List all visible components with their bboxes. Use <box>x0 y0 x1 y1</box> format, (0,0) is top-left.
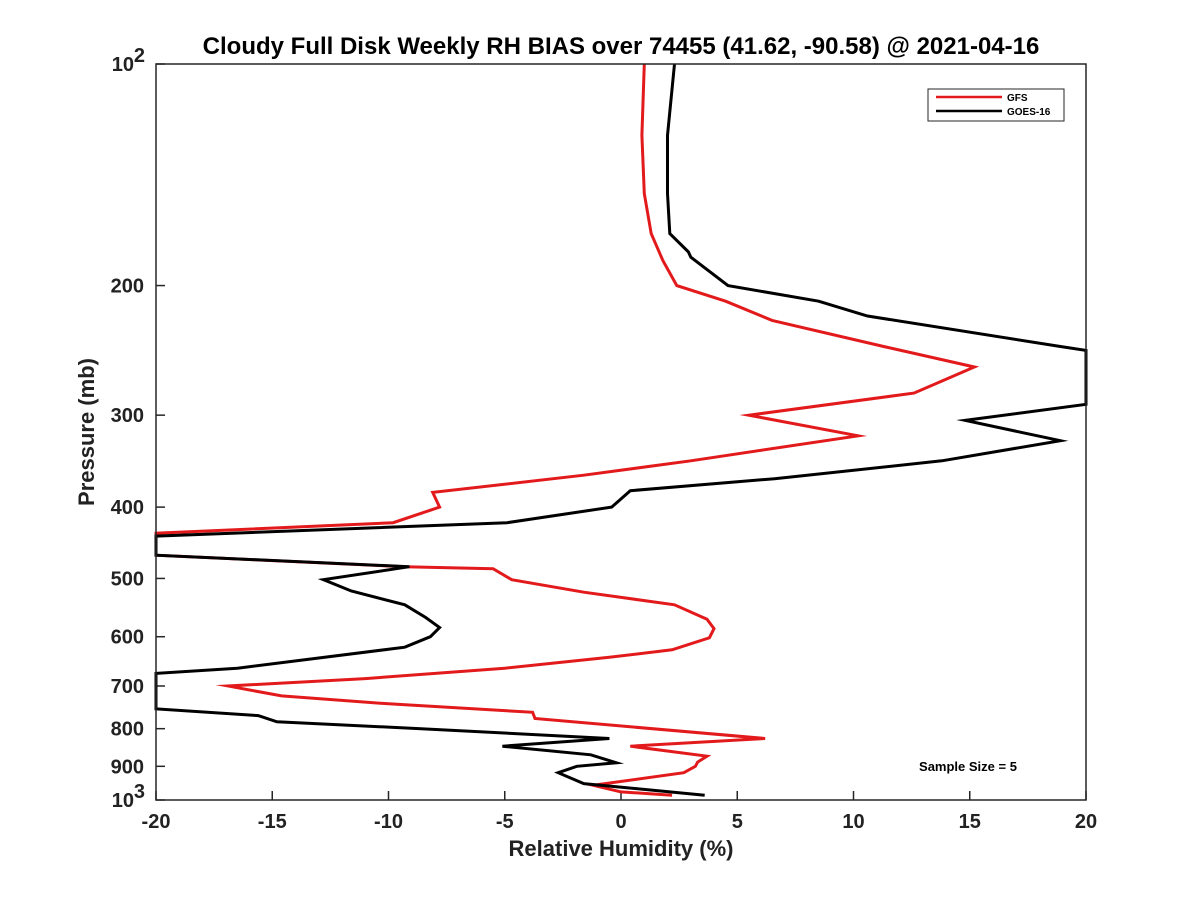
plot-area-frame <box>155 63 1087 801</box>
series-line-gfs <box>154 63 980 797</box>
x-tick-label: 5 <box>732 811 743 833</box>
x-tick-label: 0 <box>615 811 626 833</box>
series-layer <box>154 63 1088 797</box>
legend-entry-label: GFS <box>1007 93 1028 104</box>
y-axis-label: Pressure (mb) <box>74 358 99 506</box>
y-tick-exponent: 2 <box>134 45 145 67</box>
y-tick-label: 900 <box>111 756 144 778</box>
y-tick-label: 10 <box>112 54 134 76</box>
series-line-goes-16 <box>154 63 1088 797</box>
y-tick-label: 10 <box>112 790 134 812</box>
chart-title: Cloudy Full Disk Weekly RH BIAS over 744… <box>203 33 1040 60</box>
x-tick-label: 20 <box>1075 811 1097 833</box>
x-tick-label: -15 <box>258 811 287 833</box>
x-tick-label: -10 <box>374 811 403 833</box>
sample-size-annotation: Sample Size = 5 <box>919 759 1017 774</box>
legend-box <box>927 88 1065 122</box>
legend-entry-label: GOES-16 <box>1007 107 1051 118</box>
y-tick-label: 800 <box>111 719 144 741</box>
y-tick-exponent: 3 <box>134 781 145 803</box>
y-tick-label: 400 <box>111 497 144 519</box>
x-tick-label: 10 <box>842 811 864 833</box>
y-tick-label: 600 <box>111 627 144 649</box>
legend: GFS GOES-16 <box>927 88 1065 122</box>
y-tick-label: 300 <box>111 405 144 427</box>
y-tick-label: 200 <box>111 276 144 298</box>
y-tick-label: 700 <box>111 676 144 698</box>
y-tick-label: 500 <box>111 568 144 590</box>
x-axis-label: Relative Humidity (%) <box>509 836 734 861</box>
x-tick-label: -5 <box>496 811 514 833</box>
x-tick-label: -20 <box>142 811 171 833</box>
x-tick-label: 15 <box>959 811 981 833</box>
